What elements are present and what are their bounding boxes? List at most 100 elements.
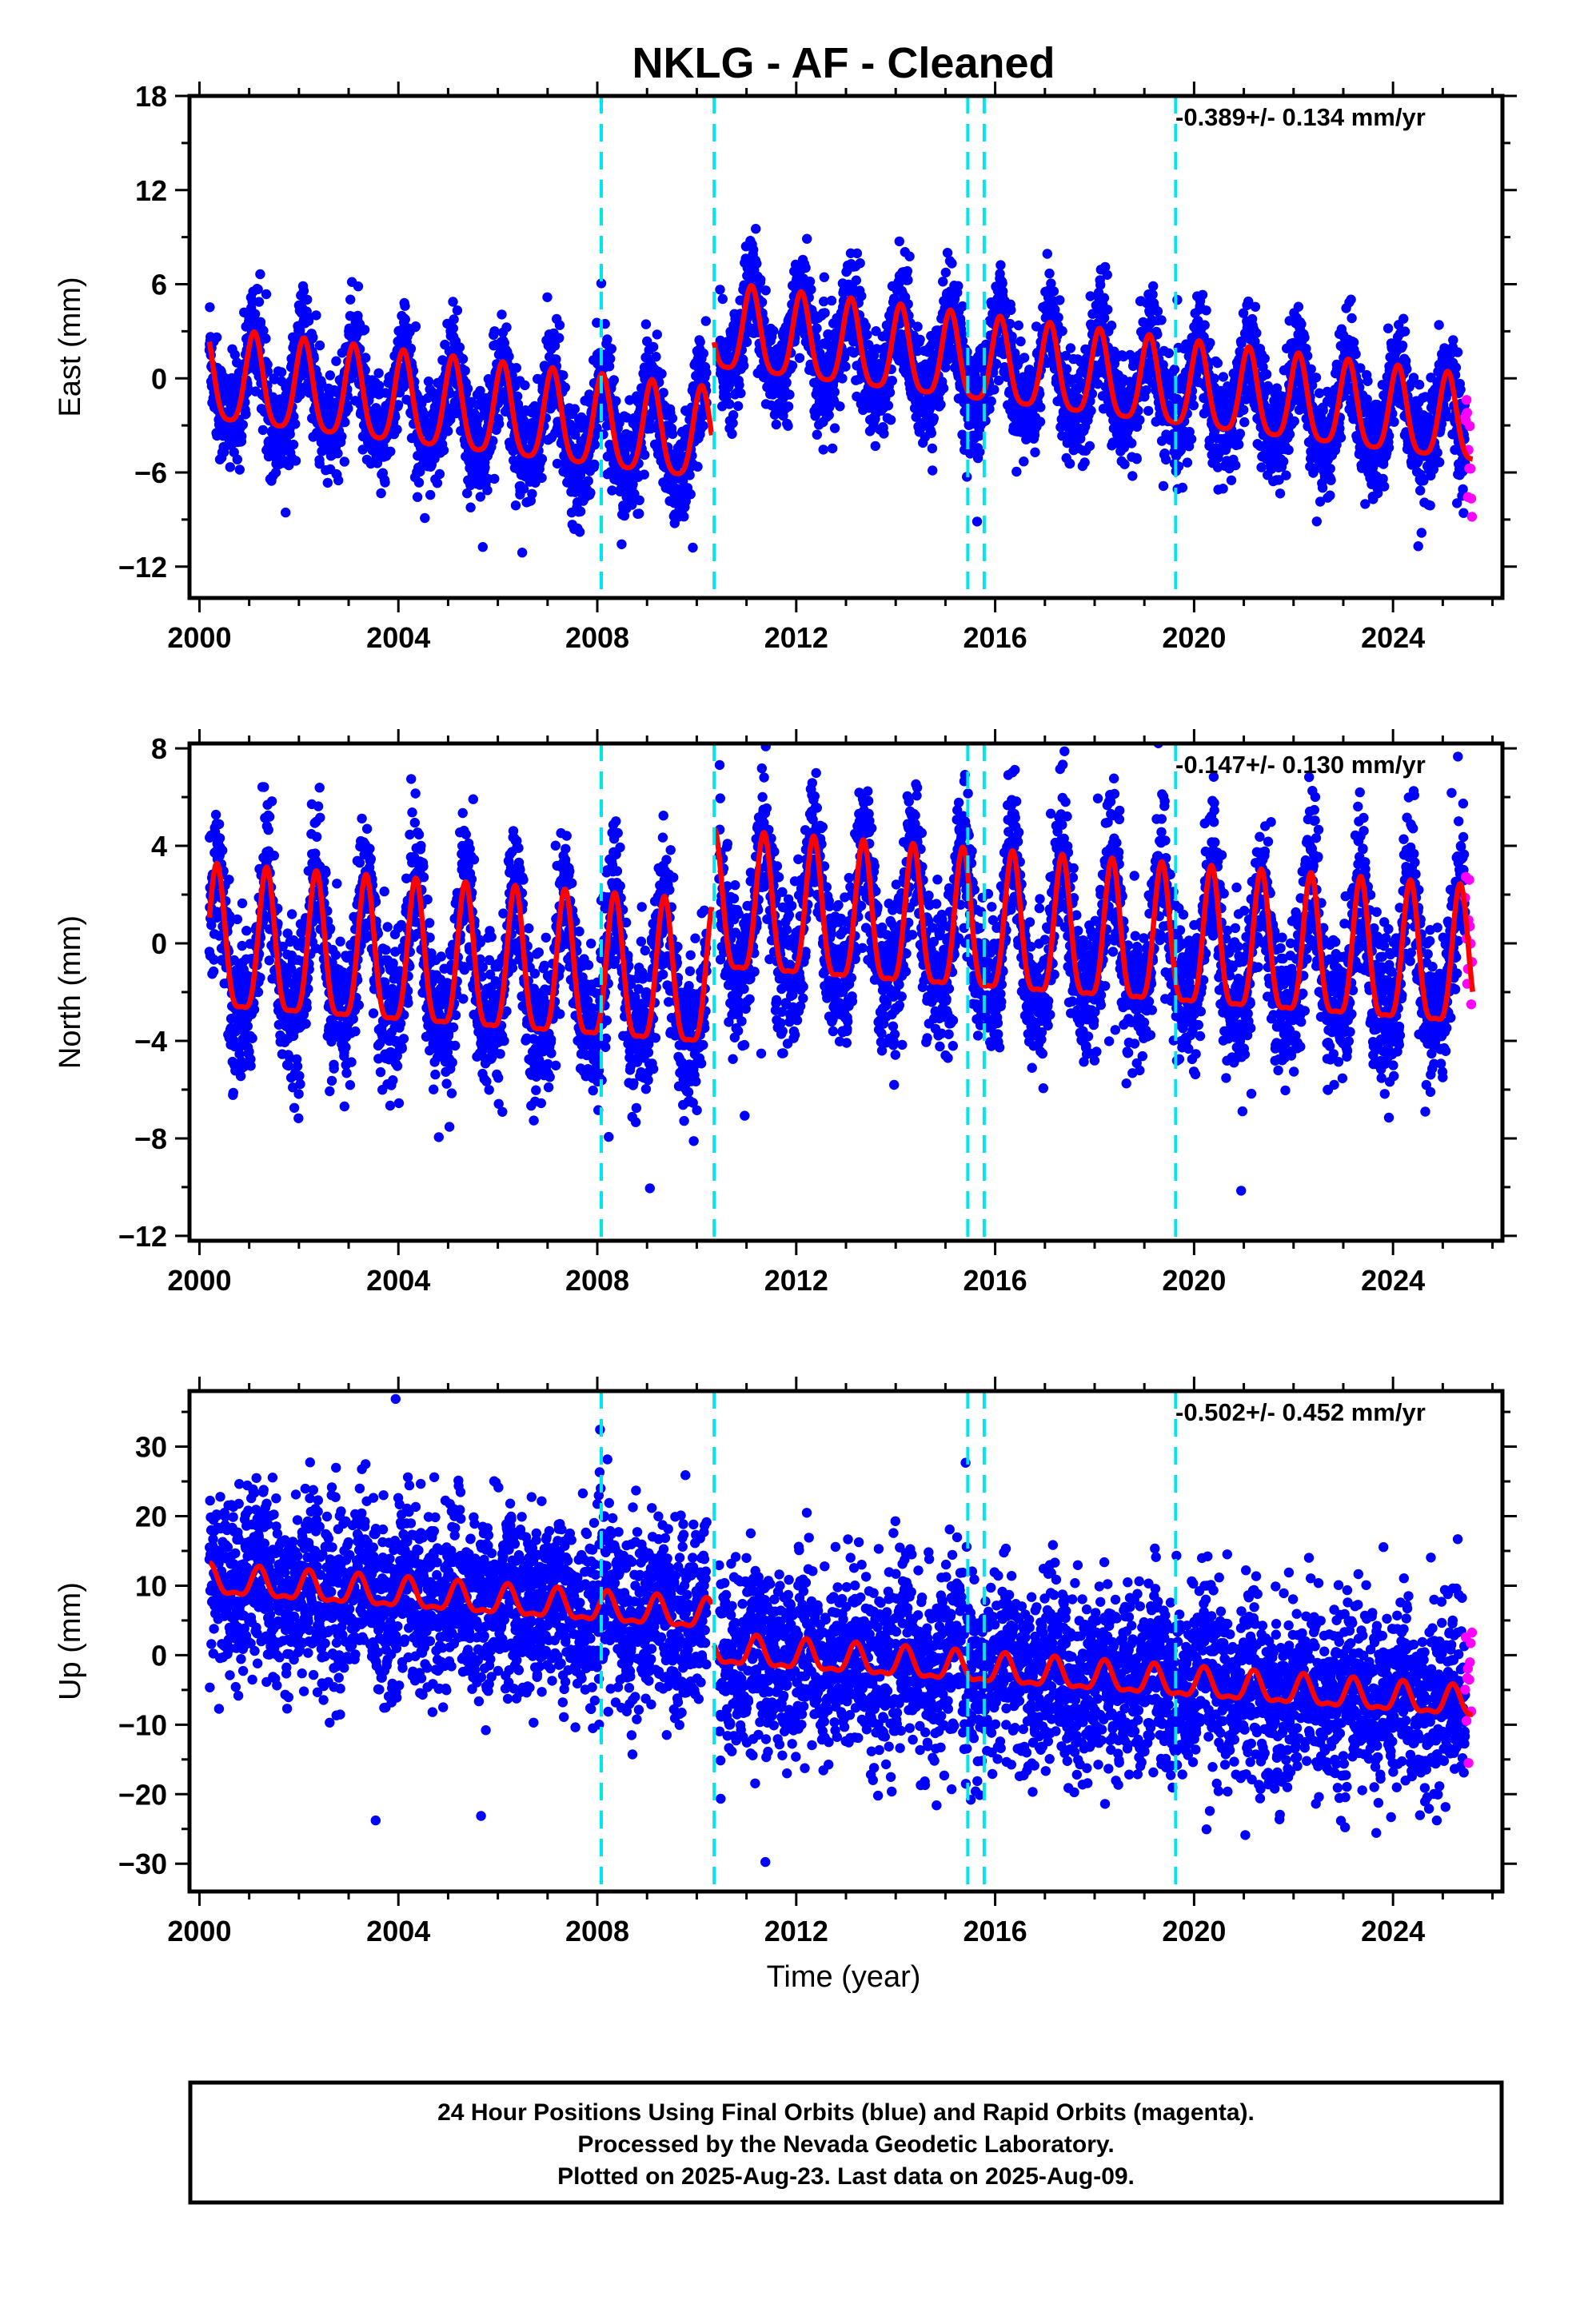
data-point [1188, 400, 1199, 411]
data-point [998, 286, 1008, 297]
data-point [751, 224, 761, 234]
data-point [340, 417, 350, 428]
data-point [837, 373, 848, 384]
data-point [475, 492, 485, 502]
data-point [800, 262, 811, 273]
data-point [1127, 438, 1137, 448]
data-point [1156, 315, 1167, 325]
data-point [1239, 417, 1250, 428]
data-point [333, 475, 344, 486]
data-point [1152, 306, 1163, 317]
data-point [542, 292, 553, 302]
data-point [885, 415, 896, 425]
data-point [353, 310, 363, 321]
data-point [818, 444, 828, 455]
data-point [501, 322, 512, 333]
data-point [1019, 456, 1029, 467]
data-point [820, 308, 830, 318]
data-point [489, 473, 500, 484]
data-point [276, 367, 287, 377]
data-point [443, 426, 453, 436]
data-point [1259, 353, 1270, 364]
data-point [477, 542, 488, 552]
data-point [520, 380, 530, 391]
data-point [444, 403, 454, 413]
data-point [302, 294, 313, 305]
data-point [938, 277, 948, 287]
data-point [1099, 293, 1110, 303]
data-point [575, 506, 586, 516]
data-point [1289, 416, 1299, 427]
data-point [812, 323, 822, 333]
data-point [257, 425, 269, 436]
data-point [1212, 358, 1223, 369]
data-point [482, 485, 493, 496]
data-point [1035, 417, 1046, 427]
data-point [748, 245, 759, 255]
data-point [936, 399, 946, 410]
data-point [734, 380, 744, 390]
data-point [237, 420, 248, 430]
data-point [1011, 466, 1022, 477]
data-point [860, 321, 872, 332]
data-point [393, 400, 404, 410]
data-point [883, 401, 894, 411]
data-point [1236, 338, 1247, 349]
data-point [281, 507, 291, 518]
data-point [947, 258, 957, 269]
data-point [953, 281, 964, 291]
data-point [373, 368, 384, 378]
data-point [1293, 301, 1304, 312]
data-point [359, 325, 370, 335]
data-point [339, 456, 349, 467]
data-point [995, 260, 1006, 270]
data-point [405, 343, 417, 354]
data-point [419, 409, 430, 421]
data-point [783, 401, 794, 412]
data-point [986, 396, 996, 407]
data-point [560, 382, 570, 393]
data-point [343, 403, 353, 414]
data-point [337, 431, 347, 442]
data-point [812, 429, 822, 440]
data-point [1064, 458, 1075, 469]
data-point [392, 425, 402, 435]
data-point [1275, 488, 1286, 499]
panels: 2000 2004 2008 2012 2016 2020 2024−12−6061218E… [54, 80, 1517, 1947]
data-point [634, 508, 644, 519]
data-point [465, 502, 476, 512]
data-point [1103, 305, 1113, 315]
data-point [448, 323, 458, 333]
data-point [927, 443, 938, 454]
data-point [1161, 454, 1171, 465]
data-point [583, 476, 593, 486]
data-point [270, 467, 281, 478]
data-point [1013, 320, 1024, 331]
data-point [345, 294, 356, 305]
data-point [701, 368, 712, 378]
data-point [771, 419, 781, 430]
data-point [715, 285, 725, 295]
data-point [1135, 415, 1145, 425]
data-point [741, 337, 752, 348]
data-point [640, 449, 650, 460]
data-point [884, 387, 896, 398]
data-point [333, 448, 343, 459]
data-point [1283, 444, 1294, 456]
data-point [462, 488, 473, 499]
data-point [205, 302, 215, 313]
data-point [511, 363, 521, 373]
data-point [1061, 364, 1072, 374]
data-point [640, 319, 652, 329]
data-point [229, 349, 240, 360]
data-point [512, 391, 523, 401]
data-point [1084, 440, 1095, 452]
data-point [1172, 294, 1183, 305]
data-point [1299, 333, 1310, 343]
data-point [225, 462, 235, 472]
data-point [513, 399, 524, 409]
data-point [413, 477, 425, 488]
panel-east: 2000 2004 2008 2012 2016 2020 2024−12−6061218E… [54, 80, 1517, 654]
data-point [445, 414, 456, 425]
data-point [802, 233, 812, 244]
